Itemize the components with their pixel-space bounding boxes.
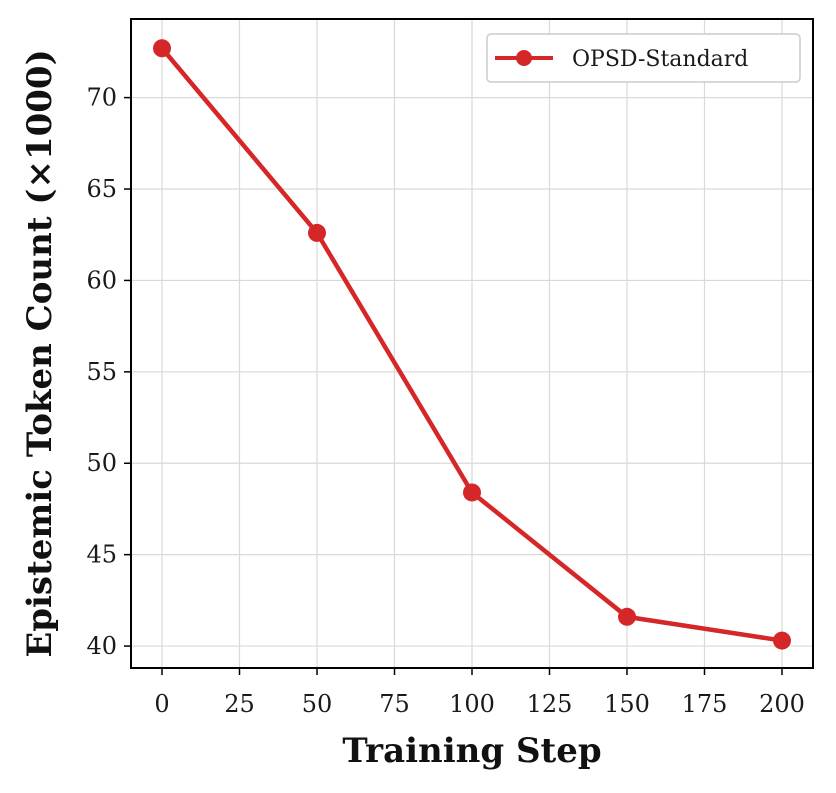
y-tick-label: 65	[86, 175, 117, 203]
x-tick-label: 50	[302, 690, 333, 718]
y-tick-label: 40	[86, 632, 117, 660]
x-tick-label: 75	[379, 690, 410, 718]
x-tick-label: 100	[449, 690, 495, 718]
x-tick-label: 125	[527, 690, 573, 718]
legend-label: OPSD-Standard	[572, 47, 748, 72]
data-point	[153, 39, 171, 58]
data-point	[308, 223, 326, 242]
legend: OPSD-Standard	[486, 33, 801, 83]
plot-frame	[130, 18, 814, 669]
x-tick-label: 200	[759, 690, 805, 718]
y-tick-label: 60	[86, 266, 117, 294]
y-tick-label: 45	[86, 541, 117, 569]
grid	[131, 19, 813, 668]
x-axis-title: Training Step	[342, 731, 601, 771]
y-axis-ticks: 40 45 50 55 60 65 70	[86, 84, 131, 660]
data-point	[463, 483, 481, 502]
x-tick-label: 25	[224, 690, 255, 718]
x-tick-label: 150	[604, 690, 650, 718]
y-axis-title: Epistemic Token Count (×1000)	[20, 49, 60, 657]
y-tick-label: 70	[86, 84, 117, 112]
legend-box	[486, 33, 801, 83]
x-axis-ticks: 0 25 50 75 100 125 150 175 200	[154, 668, 805, 718]
legend-marker	[516, 50, 532, 66]
y-tick-label: 50	[86, 449, 117, 477]
series-layer	[153, 39, 791, 650]
y-tick-label: 55	[86, 358, 117, 386]
data-point	[773, 631, 791, 650]
x-tick-label: 0	[154, 690, 169, 718]
x-tick-label: 175	[682, 690, 728, 718]
data-point	[618, 607, 636, 626]
